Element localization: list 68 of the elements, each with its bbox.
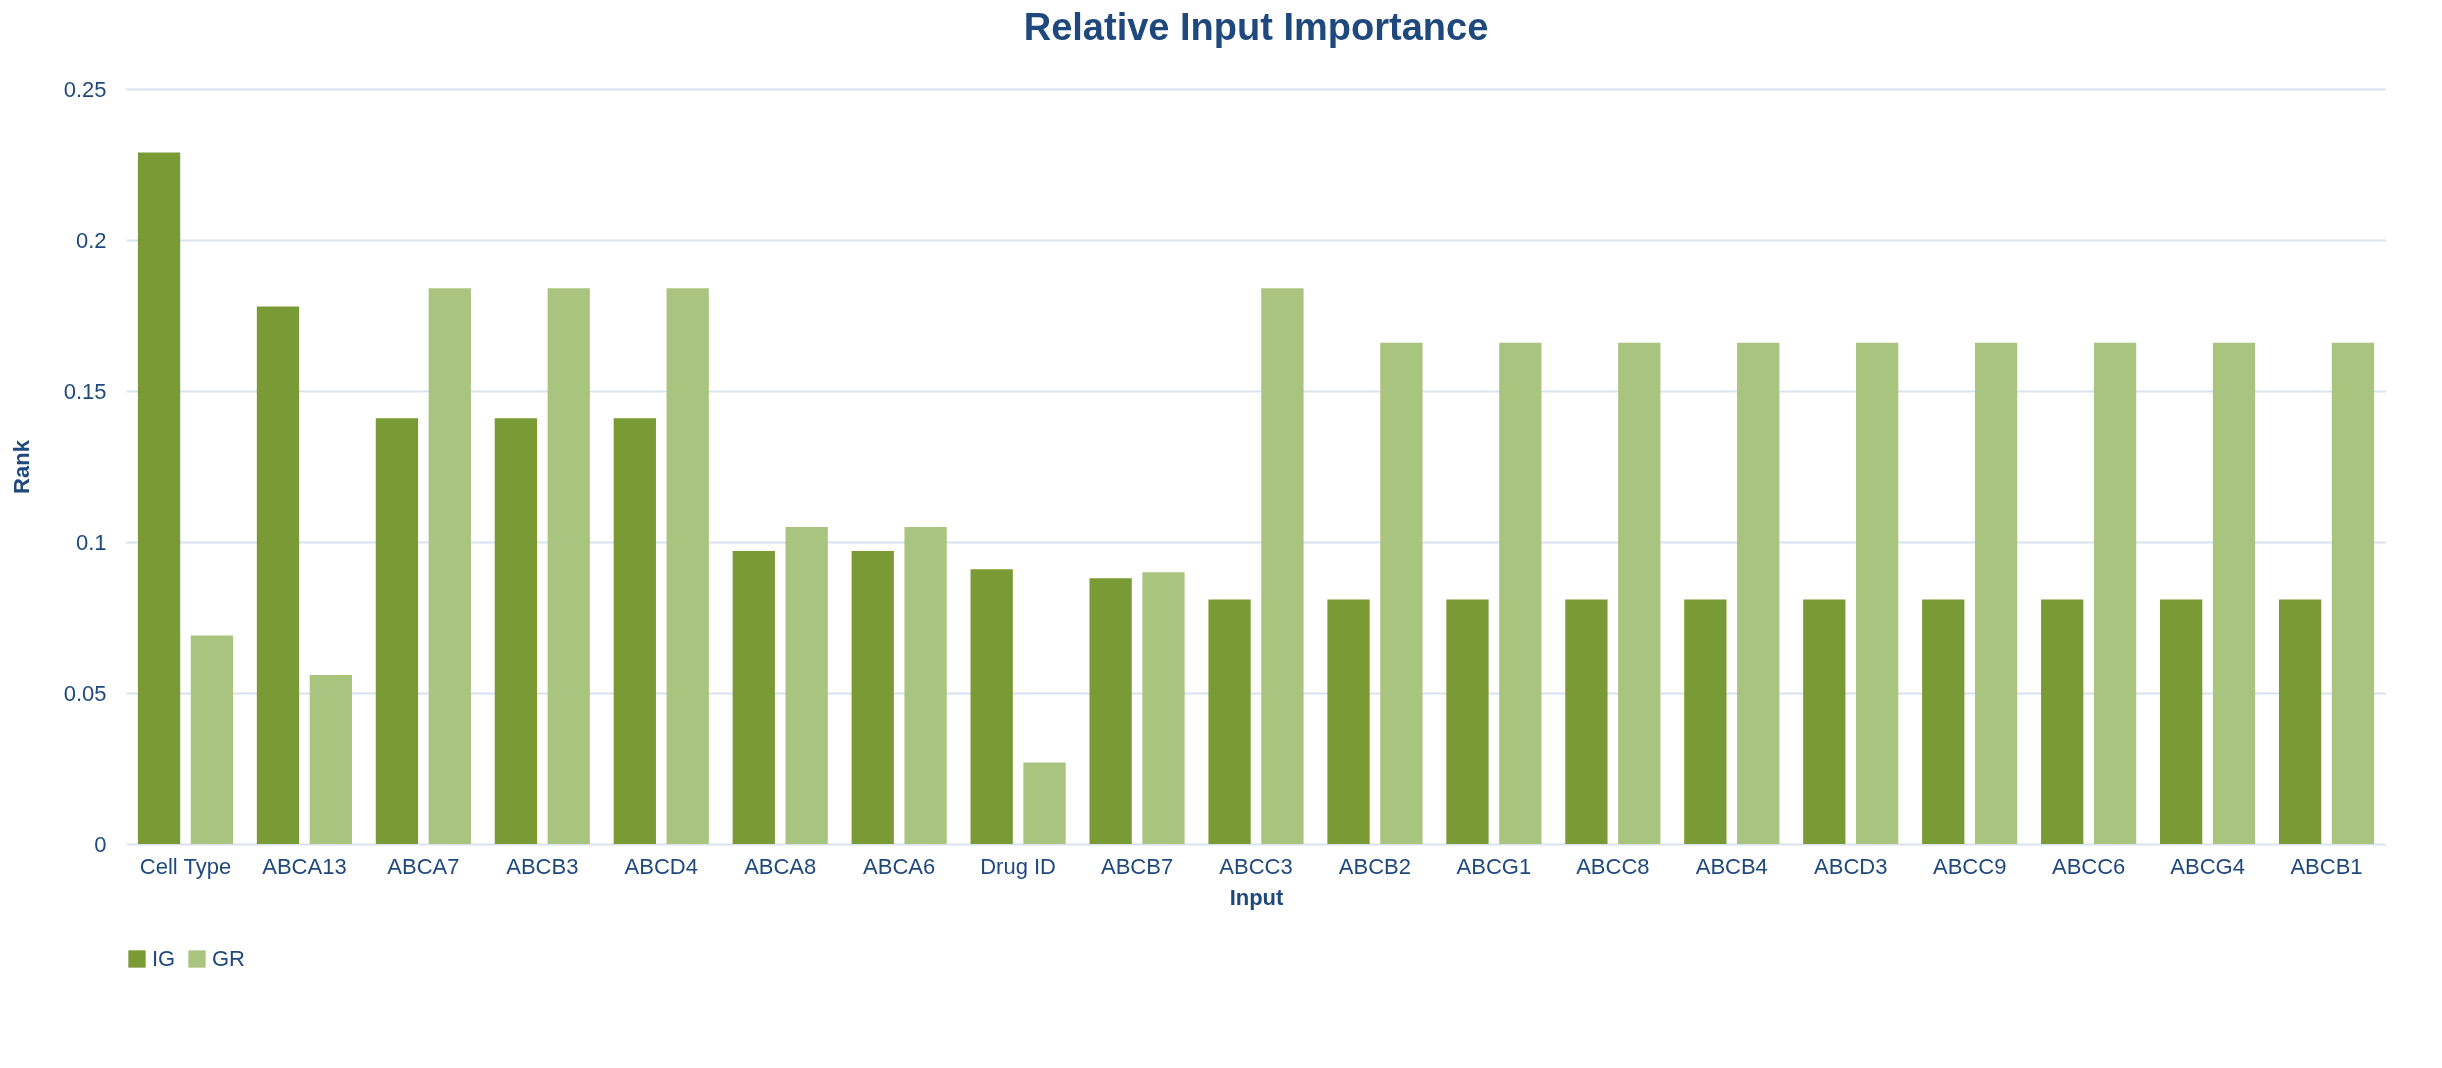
bar	[732, 551, 775, 844]
bar	[2160, 599, 2203, 844]
bar	[137, 152, 181, 844]
bar	[2093, 342, 2137, 844]
x-tick-label: ABCC8	[1576, 853, 1650, 879]
y-tick-label: 0.25	[63, 76, 107, 102]
bar	[1684, 599, 1727, 844]
bar	[1023, 762, 1066, 844]
y-tick-label: 0.1	[75, 529, 107, 555]
bar	[2041, 599, 2084, 844]
y-tick-label: 0.05	[63, 680, 107, 706]
x-tick-label: Cell Type	[139, 853, 232, 879]
bar	[1856, 342, 1899, 844]
bar	[1499, 342, 1542, 844]
bar	[1446, 599, 1489, 844]
bar	[1974, 342, 2018, 844]
bar	[1565, 599, 1608, 844]
bar	[1737, 342, 1780, 844]
bar	[190, 635, 234, 844]
bar	[375, 418, 419, 844]
y-tick-label: 0.15	[63, 378, 107, 404]
x-tick-label: ABCB2	[1338, 853, 1412, 879]
y-tick-label: 0	[94, 831, 107, 857]
bar	[785, 526, 828, 844]
bar	[428, 288, 471, 844]
x-tick-label: ABCG4	[2170, 853, 2245, 879]
x-tick-label: ABCC3	[1219, 853, 1293, 879]
bar	[547, 288, 590, 844]
bar	[1803, 599, 1846, 844]
x-tick-label: ABCA6	[863, 853, 936, 879]
bar	[2212, 342, 2256, 844]
x-tick-label: ABCB7	[1100, 853, 1174, 879]
x-tick-label: ABCA7	[387, 853, 460, 879]
bar	[494, 418, 538, 844]
bar	[851, 551, 894, 844]
bar	[1142, 572, 1185, 844]
bar	[2278, 599, 2322, 844]
bar	[1327, 599, 1370, 844]
bar	[970, 569, 1013, 844]
x-tick-label: ABCC6	[2051, 853, 2126, 879]
bar	[613, 418, 656, 844]
bar	[1208, 599, 1251, 844]
x-tick-label: Drug ID	[980, 853, 1056, 879]
bar	[1380, 342, 1423, 844]
y-tick-label: 0.2	[75, 227, 107, 253]
bar	[1618, 342, 1661, 844]
x-tick-label: ABCG1	[1456, 853, 1532, 879]
bar	[2331, 342, 2375, 844]
x-tick-label: ABCC9	[1933, 853, 2007, 879]
x-tick-label: ABCB1	[2290, 853, 2363, 879]
y-axis-title: Rank	[8, 439, 34, 494]
x-tick-label: ABCB4	[1695, 853, 1768, 879]
x-tick-label: ABCB3	[506, 853, 579, 879]
chart-title: Relative Input Importance	[1023, 6, 1489, 48]
bar	[1089, 578, 1132, 844]
x-tick-label: ABCD3	[1814, 853, 1888, 879]
legend-label: IG	[152, 946, 176, 971]
bar	[1922, 599, 1965, 844]
x-tick-label: ABCA8	[744, 853, 817, 879]
bar	[256, 306, 300, 844]
bar	[309, 674, 352, 844]
bar	[904, 526, 947, 844]
bar	[1261, 288, 1304, 844]
x-tick-label: ABCD4	[624, 853, 698, 879]
x-axis-title: Input	[1229, 884, 1285, 910]
x-tick-label: ABCA13	[262, 853, 347, 879]
bar	[666, 288, 709, 844]
legend-label: GR	[212, 946, 245, 971]
